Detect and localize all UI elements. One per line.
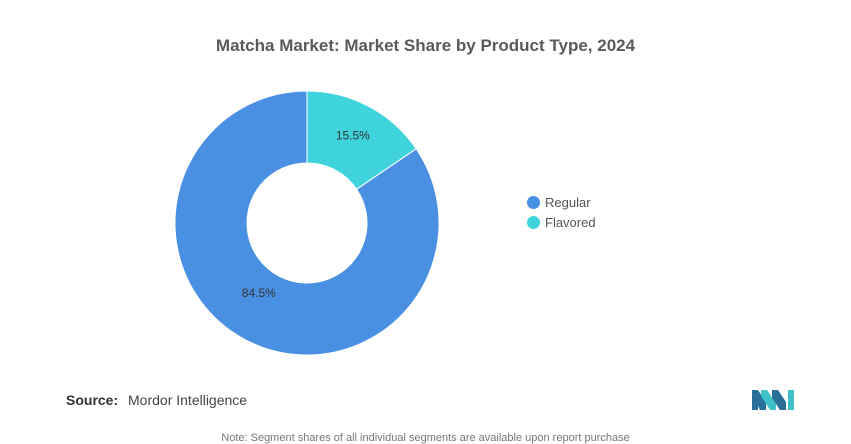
chart-legend: Regular Flavored bbox=[527, 192, 596, 232]
footnote: Note: Segment shares of all individual s… bbox=[221, 432, 630, 444]
legend-label-flavored: Flavored bbox=[545, 214, 596, 230]
legend-item-regular: Regular bbox=[527, 192, 596, 212]
slices-group bbox=[174, 90, 440, 356]
legend-swatch-regular bbox=[527, 195, 540, 209]
legend-label-regular: Regular bbox=[545, 194, 591, 210]
mordor-intelligence-logo-icon bbox=[752, 390, 794, 410]
slice-regular bbox=[174, 90, 440, 356]
source-label: Source: bbox=[66, 392, 119, 408]
slice-labels-group: 15.5% 84.5% bbox=[242, 129, 370, 301]
slice-label-regular: 84.5% bbox=[242, 286, 276, 300]
legend-swatch-flavored bbox=[527, 215, 540, 229]
legend-item-flavored: Flavored bbox=[527, 212, 596, 232]
source-line: Source: Mordor Intelligence bbox=[66, 392, 247, 408]
source-text: Mordor Intelligence bbox=[128, 392, 248, 408]
slice-label-flavored: 15.5% bbox=[336, 129, 370, 143]
chart-title: Matcha Market: Market Share by Product T… bbox=[215, 36, 636, 55]
